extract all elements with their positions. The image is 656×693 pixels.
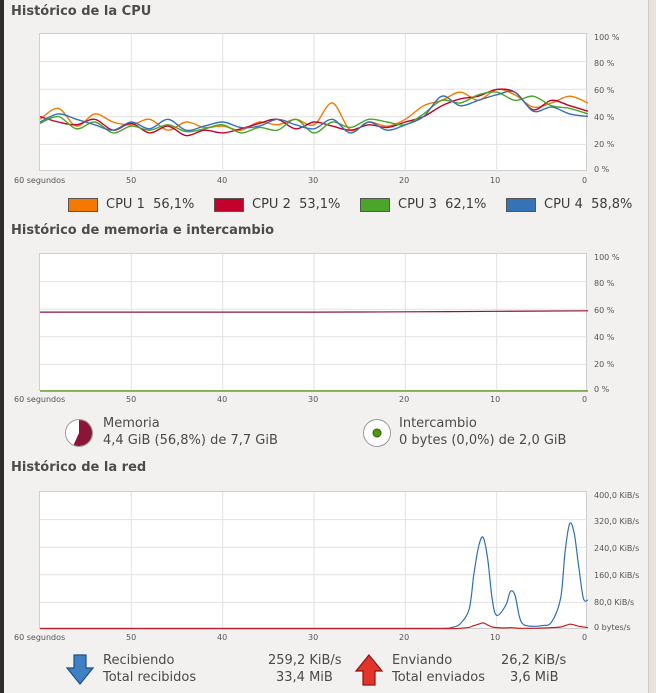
- network-x-label: 50: [126, 633, 137, 642]
- cpu2-color-button[interactable]: [214, 198, 244, 212]
- network-history-title: Histórico de la red: [11, 460, 147, 475]
- cpu-x-label: 40: [217, 176, 228, 185]
- cpu4-legend-label: CPU 4 58,8%: [544, 197, 633, 212]
- network-y-label: 0 bytes/s: [594, 623, 631, 632]
- cpu-series-cpu-2: [40, 88, 588, 137]
- memory-pie-slice: [73, 420, 92, 446]
- memory-series-memoria: [40, 310, 588, 313]
- network-x-label: 10: [490, 633, 501, 642]
- memory-history-svg: [40, 254, 588, 392]
- network-x-label: 40: [217, 633, 228, 642]
- network-x-label: 20: [399, 633, 410, 642]
- memory-y-label: 80 %: [594, 279, 615, 288]
- memory-x-label: 30: [308, 395, 319, 404]
- total-sent-value: 3,6 MiB: [510, 670, 559, 685]
- swap-pie-icon[interactable]: [362, 418, 392, 448]
- cpu-y-label: 0 %: [594, 165, 610, 174]
- network-x-label: 0: [582, 633, 588, 642]
- receiving-arrow-icon[interactable]: [65, 654, 95, 686]
- sending-value: 26,2 KiB/s: [501, 653, 567, 668]
- cpu-x-label: 10: [490, 176, 501, 185]
- cpu1-legend-label: CPU 1 56,1%: [106, 197, 195, 212]
- network-y-label: 320,0 KiB/s: [594, 517, 640, 526]
- cpu-x-label: 60 segundos: [14, 176, 66, 185]
- memory-y-label: 60 %: [594, 306, 615, 315]
- cpu3-legend-label: CPU 3 62,1%: [398, 197, 487, 212]
- cpu-y-label: 60 %: [594, 86, 615, 95]
- memory-x-label: 40: [217, 395, 228, 404]
- memory-x-label: 10: [490, 395, 501, 404]
- cpu-series-cpu-3: [40, 91, 588, 134]
- window-right-border: [648, 0, 656, 693]
- memory-x-label: 50: [126, 395, 137, 404]
- memory-y-label: 20 %: [594, 360, 615, 369]
- network-series-enviando: [40, 622, 588, 630]
- cpu2-legend-label: CPU 2 53,1%: [252, 197, 341, 212]
- network-history-svg: [40, 492, 588, 630]
- network-y-label: 160,0 KiB/s: [594, 571, 640, 580]
- network-x-label: 30: [308, 633, 319, 642]
- memory-history-chart: [39, 253, 588, 392]
- cpu-x-label: 0: [582, 176, 588, 185]
- total-received-label: Total recibidos: [103, 670, 197, 685]
- receiving-value: 259,2 KiB/s: [268, 653, 342, 668]
- cpu-y-label: 100 %: [594, 33, 620, 42]
- cpu-x-label: 50: [126, 176, 137, 185]
- receiving-label: Recibiendo: [103, 653, 175, 668]
- cpu-x-label: 30: [308, 176, 319, 185]
- cpu-history-svg: [40, 34, 588, 172]
- cpu-y-label: 20 %: [594, 140, 615, 149]
- memory-x-label: 0: [582, 395, 588, 404]
- cpu1-color-button[interactable]: [68, 198, 98, 212]
- cpu-x-label: 20: [399, 176, 410, 185]
- memory-x-label: 60 segundos: [14, 395, 66, 404]
- cpu-y-label: 80 %: [594, 59, 615, 68]
- memory-y-label: 0 %: [594, 385, 610, 394]
- memory-pie-icon[interactable]: [64, 418, 94, 448]
- memory-history-title: Histórico de memoria e intercambio: [11, 223, 275, 238]
- total-received-value: 33,4 MiB: [276, 670, 333, 685]
- sending-arrow-icon[interactable]: [354, 654, 384, 686]
- network-y-label: 240,0 KiB/s: [594, 544, 640, 553]
- cpu-history-chart: [39, 33, 588, 172]
- memory-y-label: 40 %: [594, 333, 615, 342]
- network-y-label: 400,0 KiB/s: [594, 491, 640, 500]
- cpu-y-label: 40 %: [594, 113, 615, 122]
- cpu3-color-button[interactable]: [360, 198, 390, 212]
- memory-label: Memoria: [103, 416, 160, 431]
- sending-label: Enviando: [392, 653, 453, 668]
- memory-x-label: 20: [399, 395, 410, 404]
- swap-value: 0 bytes (0,0%) de 2,0 GiB: [399, 433, 567, 448]
- total-sent-label: Total enviados: [392, 670, 485, 685]
- network-y-label: 80,0 KiB/s: [594, 598, 635, 607]
- swap-label: Intercambio: [399, 416, 477, 431]
- network-history-chart: [39, 491, 588, 630]
- cpu-series-cpu-4: [40, 90, 588, 134]
- cpu-history-title: Histórico de la CPU: [11, 4, 152, 19]
- window-left-border: [0, 0, 4, 693]
- memory-y-label: 100 %: [594, 253, 620, 262]
- network-x-label: 60 segundos: [14, 633, 66, 642]
- memory-value: 4,4 GiB (56,8%) de 7,7 GiB: [103, 433, 278, 448]
- cpu4-color-button[interactable]: [506, 198, 536, 212]
